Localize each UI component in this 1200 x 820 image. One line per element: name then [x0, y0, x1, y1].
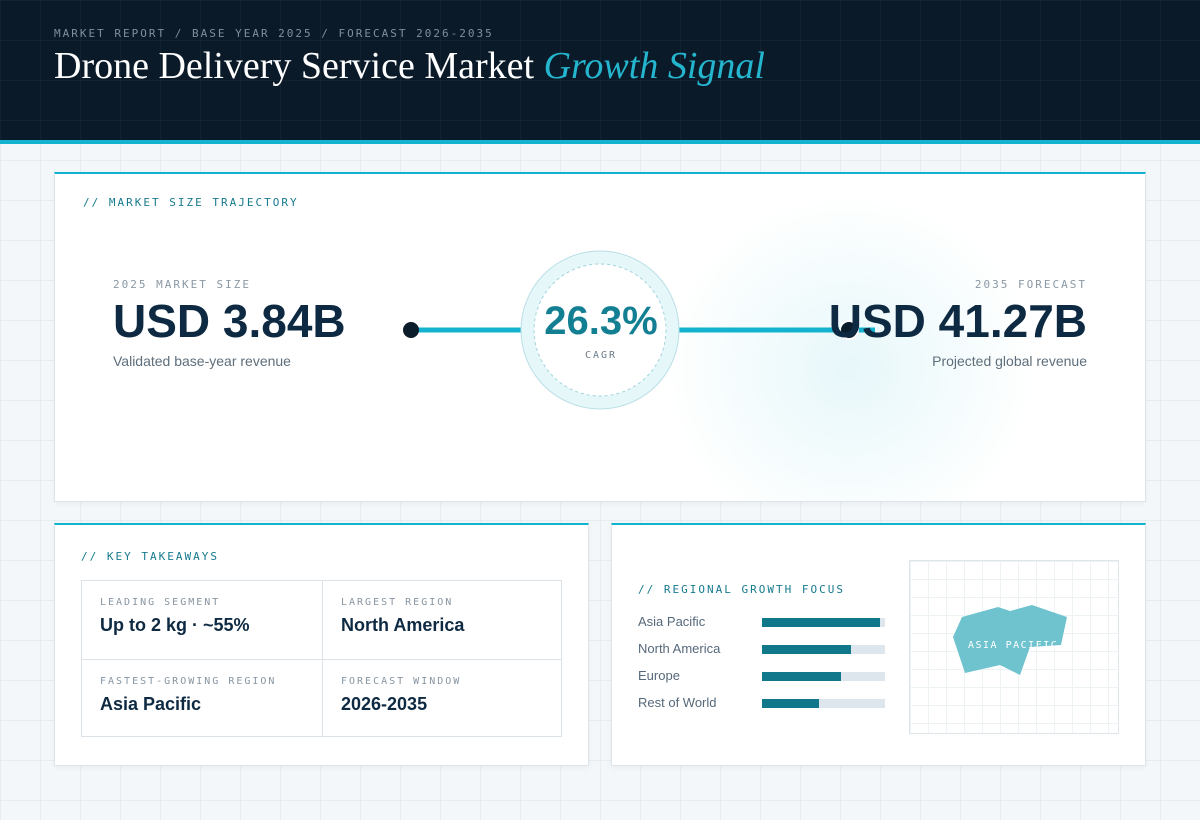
bar-row: Rest of World: [638, 695, 888, 711]
bar-track: [762, 672, 885, 681]
takeaway-label: LARGEST REGION: [341, 597, 454, 608]
bar-row: Asia Pacific: [638, 614, 888, 630]
forecast-description: Projected global revenue: [932, 353, 1087, 369]
bar-fill: [762, 699, 819, 708]
takeaway-fastest-growing-region: FASTEST-GROWING REGION Asia Pacific: [82, 659, 322, 737]
bar-row: North America: [638, 641, 888, 657]
bar-track: [762, 699, 885, 708]
bar-fill: [762, 645, 851, 654]
cagr-label: CAGR: [584, 350, 618, 361]
takeaway-leading-segment: LEADING SEGMENT Up to 2 kg · ~55%: [82, 581, 322, 659]
trajectory-track: [403, 250, 875, 410]
base-year-description: Validated base-year revenue: [113, 353, 291, 369]
takeaways-section-label: // KEY TAKEAWAYS: [81, 550, 219, 563]
asia-pacific-shape: [953, 605, 1067, 675]
takeaway-label: FASTEST-GROWING REGION: [100, 676, 277, 687]
takeaway-forecast-window: FORECAST WINDOW 2026-2035: [322, 659, 562, 737]
forecast-label: 2035 FORECAST: [974, 278, 1087, 291]
report-header: MARKET REPORT / BASE YEAR 2025 / FORECAS…: [0, 0, 1200, 144]
cagr-ring-inner: [533, 263, 667, 397]
takeaways-grid: LEADING SEGMENT Up to 2 kg · ~55% LARGES…: [81, 580, 562, 737]
bar-category-label: Europe: [638, 668, 680, 683]
takeaway-largest-region: LARGEST REGION North America: [322, 581, 562, 659]
asia-pacific-map-icon: [953, 605, 1067, 675]
cagr-value: 26.3%: [544, 299, 658, 343]
key-takeaways-card: // KEY TAKEAWAYS LEADING SEGMENT Up to 2…: [54, 523, 589, 766]
bar-category-label: Rest of World: [638, 695, 717, 710]
background-glow: [665, 194, 1035, 501]
bar-category-label: North America: [638, 641, 721, 656]
bar-fill: [762, 618, 880, 627]
market-size-card: // MARKET SIZE TRAJECTORY 2025 MARKET SI…: [54, 172, 1146, 502]
bar-fill: [762, 672, 841, 681]
trajectory-end-dot: [839, 320, 859, 340]
trajectory-start-dot: [403, 322, 419, 338]
title-accent: Growth Signal: [543, 45, 765, 87]
bar-track: [762, 645, 885, 654]
region-map: ASIA PACIFIC: [909, 560, 1119, 734]
title-main: Drone Delivery Service Market: [54, 45, 535, 87]
map-region-label: ASIA PACIFIC: [968, 640, 1059, 651]
base-year-label: 2025 MARKET SIZE: [113, 278, 251, 291]
takeaway-label: LEADING SEGMENT: [100, 597, 221, 608]
takeaway-value: North America: [341, 615, 465, 635]
market-size-section-label: // MARKET SIZE TRAJECTORY: [83, 196, 299, 209]
page-title: Drone Delivery Service Market Growth Sig…: [54, 44, 765, 88]
takeaway-value: 2026-2035: [341, 694, 428, 714]
breadcrumb: MARKET REPORT / BASE YEAR 2025 / FORECAS…: [54, 27, 494, 40]
takeaway-value: Up to 2 kg · ~55%: [100, 615, 250, 635]
regional-section-label: // REGIONAL GROWTH FOCUS: [638, 583, 845, 596]
base-year-value: USD 3.84B: [113, 295, 346, 347]
bar-track: [762, 618, 885, 627]
forecast-value: USD 41.27B: [828, 295, 1087, 347]
regional-growth-card: // REGIONAL GROWTH FOCUS Asia Pacific Nor…: [611, 523, 1146, 766]
bar-row: Europe: [638, 668, 888, 684]
takeaway-label: FORECAST WINDOW: [341, 676, 462, 687]
bar-category-label: Asia Pacific: [638, 614, 706, 629]
takeaway-value: Asia Pacific: [100, 694, 202, 714]
